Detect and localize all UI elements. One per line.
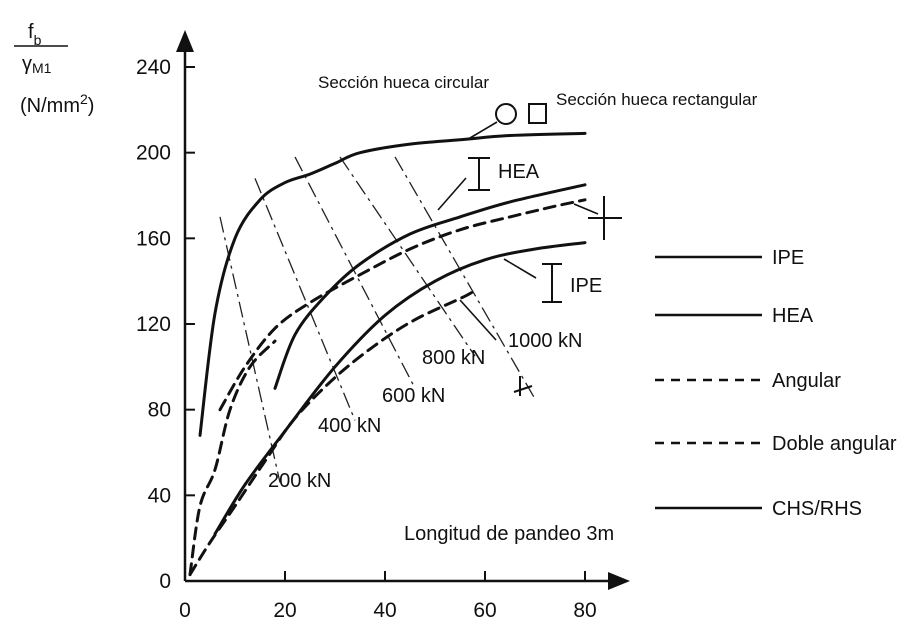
circular-hollow-section-icon xyxy=(495,103,517,125)
pointer-circular xyxy=(469,121,498,139)
force-line-2 xyxy=(254,178,356,421)
ylabel-denominator: γM1 xyxy=(22,53,52,76)
force-label-200: 200 kN xyxy=(268,470,331,492)
force-line-1 xyxy=(219,216,281,483)
y-axis-label: fb γM1 (N/mm2) xyxy=(14,21,94,117)
pointer-angle xyxy=(459,299,497,341)
axes xyxy=(176,30,630,590)
force-labels: 200 kN 400 kN 600 kN 800 kN 1000 kN xyxy=(268,330,583,492)
x-ticks: 0 20 40 60 80 xyxy=(179,571,597,622)
x-tick-label: 80 xyxy=(573,599,596,622)
annotation-circular: Sección hueca circular xyxy=(318,73,489,92)
ylabel-unit: (N/mm2) xyxy=(20,91,94,117)
legend-label-chs-rhs: CHS/RHS xyxy=(772,498,862,520)
series-line-3 xyxy=(218,198,587,412)
series-line-6 xyxy=(188,288,477,577)
angle-icon xyxy=(513,376,533,396)
series-group xyxy=(188,131,587,577)
x-axis-arrow xyxy=(608,572,630,590)
pointer-double-angle xyxy=(573,203,599,215)
y-tick-label: 40 xyxy=(148,484,171,507)
series-line-4 xyxy=(213,241,587,536)
rectangular-hollow-section-icon xyxy=(528,103,547,124)
hea-i-beam-icon xyxy=(468,157,490,191)
series-line-2 xyxy=(273,183,587,390)
ipe-i-beam-icon xyxy=(542,263,562,303)
double-angle-icon xyxy=(588,196,622,240)
force-line-3 xyxy=(294,156,416,389)
annotation-ipe: IPE xyxy=(570,275,602,297)
force-line-4 xyxy=(339,156,476,357)
y-ticks: 0 40 80 120 160 200 240 xyxy=(136,56,195,593)
x-axis-label: Longitud de pandeo 3m xyxy=(404,523,614,545)
force-label-1000: 1000 kN xyxy=(508,330,583,352)
x-tick-label: 40 xyxy=(373,599,396,622)
y-tick-label: 80 xyxy=(148,399,171,422)
force-line-5 xyxy=(394,156,536,400)
annotation-hea: HEA xyxy=(498,161,540,183)
legend-label-hea: HEA xyxy=(772,305,814,327)
force-label-400: 400 kN xyxy=(318,415,381,437)
y-tick-label: 0 xyxy=(159,570,171,593)
annotations: Sección hueca circular Sección hueca rec… xyxy=(318,73,758,545)
legend-label-ipe: IPE xyxy=(772,247,804,269)
force-lines xyxy=(219,156,536,483)
force-label-800: 800 kN xyxy=(422,347,485,369)
legend: IPE HEA Angular Doble angular CHS/RHS xyxy=(655,247,897,520)
x-tick-label: 20 xyxy=(273,599,296,622)
series-line-5 xyxy=(188,339,277,577)
legend-label-doble-angular: Doble angular xyxy=(772,433,897,455)
series-line-1 xyxy=(198,131,587,437)
y-axis-arrow xyxy=(176,30,194,52)
y-tick-label: 120 xyxy=(136,313,171,336)
ylabel-numerator: fb xyxy=(28,21,42,48)
y-tick-label: 240 xyxy=(136,56,171,79)
pointer-hea xyxy=(437,177,467,211)
annotation-rectangular: Sección hueca rectangular xyxy=(556,90,758,109)
pointer-ipe xyxy=(503,258,537,279)
x-tick-label: 0 xyxy=(179,599,191,622)
y-tick-label: 160 xyxy=(136,227,171,250)
legend-label-angular: Angular xyxy=(772,370,841,392)
y-tick-label: 200 xyxy=(136,142,171,165)
force-label-600: 600 kN xyxy=(382,385,445,407)
x-tick-label: 60 xyxy=(473,599,496,622)
